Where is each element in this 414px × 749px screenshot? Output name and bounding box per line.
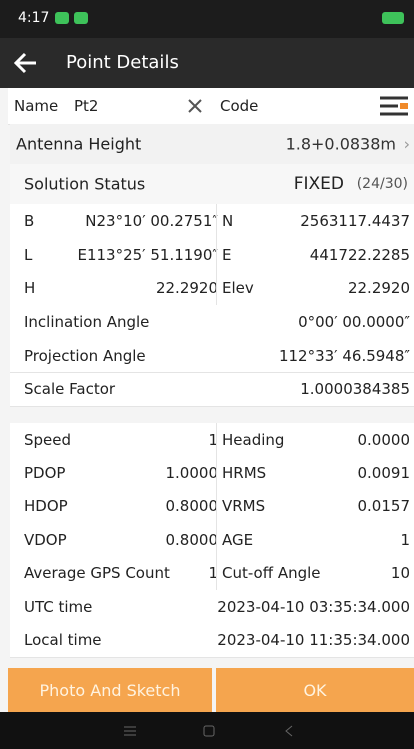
label: Heading	[222, 430, 285, 449]
label: Scale Factor	[24, 380, 116, 399]
detail-row: HDOP 0.8000 VRMS 0.0157	[10, 489, 414, 525]
detail-row: VDOP 0.8000 AGE 1	[10, 523, 414, 558]
label: AGE	[222, 530, 254, 549]
status-bar: 4:17	[0, 0, 414, 38]
value: 22.2920	[347, 279, 410, 298]
detail-row: Average GPS Count 1 Cut-off Angle 10	[10, 556, 414, 591]
value: 0.8000	[165, 497, 219, 516]
detail-row: B N23°10′ 00.2751″ N 2563117.4437	[10, 204, 414, 239]
label: Code	[220, 97, 259, 115]
value: 441722.2285	[309, 245, 410, 264]
detail-row: Local time 2023-04-10 11:35:34.000	[10, 623, 414, 658]
label: L	[24, 245, 33, 264]
clear-button[interactable]	[188, 99, 202, 113]
label: VDOP	[24, 530, 67, 549]
value: 1.0000	[165, 464, 219, 483]
detail-row: Projection Angle 112°33′ 46.5948″	[10, 338, 414, 374]
app-bar: Point Details	[0, 38, 414, 88]
value: 0°00′ 00.0000″	[298, 312, 410, 331]
battery	[382, 12, 404, 24]
value: 1	[208, 564, 218, 583]
divider	[216, 204, 217, 238]
value: FIXED	[293, 174, 344, 194]
solution-row: Solution Status FIXED (24/30)	[10, 164, 414, 205]
value: 2023-04-10 03:35:34.000	[217, 597, 410, 616]
name-row: Name Pt2 Code	[8, 88, 414, 125]
label: PDOP	[24, 464, 66, 483]
name-input[interactable]: Pt2	[74, 97, 99, 115]
time: 4:17	[18, 10, 50, 26]
chevron: ›	[403, 134, 410, 154]
value: 0.8000	[165, 530, 219, 549]
detail-row: Speed 1 Heading 0.0000	[10, 423, 414, 458]
value: 1	[208, 430, 218, 449]
count: (24/30)	[356, 176, 408, 192]
notification-icon	[74, 12, 88, 24]
divider	[216, 271, 217, 306]
detail-row: L E113°25′ 51.1190″ E 441722.2285	[10, 237, 414, 273]
label: B	[24, 211, 35, 230]
detail-row: UTC time 2023-04-10 03:35:34.000	[10, 590, 414, 625]
photo-button[interactable]: Photo And Sketch	[8, 668, 212, 712]
value: 0.0157	[357, 497, 411, 516]
value: 22.2920	[155, 279, 218, 298]
label: Cut-off Angle	[222, 564, 321, 583]
label: Average GPS Count	[24, 564, 170, 583]
label: VRMS	[222, 497, 266, 516]
divider	[216, 556, 217, 590]
value: 0.0091	[357, 464, 411, 483]
value: 1.8+0.0838m	[285, 134, 396, 154]
label: UTC time	[24, 597, 93, 616]
label: Projection Angle	[24, 346, 146, 365]
label: Speed	[24, 430, 72, 449]
value: N23°10′ 00.2751″	[85, 211, 218, 230]
value: 112°33′ 46.5948″	[278, 346, 410, 365]
label: HDOP	[24, 497, 68, 516]
value: 10	[390, 564, 410, 583]
value: E113°25′ 51.1190″	[77, 245, 218, 264]
divider	[216, 423, 217, 457]
label: Solution Status	[24, 174, 146, 194]
label: Local time	[24, 631, 102, 650]
label: N	[222, 211, 234, 230]
title: Point Details	[66, 52, 179, 73]
detail-row: Inclination Angle 0°00′ 00.0000″	[10, 305, 414, 340]
antenna-row[interactable]: Antenna Height 1.8+0.0838m ›	[10, 124, 414, 165]
divider	[216, 523, 217, 557]
divider	[216, 489, 217, 524]
divider	[216, 456, 217, 490]
label: H	[24, 279, 36, 298]
label: Name	[14, 97, 59, 115]
code-list-button[interactable]	[380, 96, 408, 116]
notification-icon	[55, 12, 69, 24]
label: HRMS	[222, 464, 267, 483]
nav-icons	[124, 725, 293, 737]
value: 1	[400, 530, 410, 549]
nav-bar	[0, 712, 414, 749]
back-button[interactable]	[12, 51, 38, 75]
label: E	[222, 245, 232, 264]
detail-row: H 22.2920 Elev 22.2920	[10, 271, 414, 307]
detail-row: Scale Factor 1.0000384385	[10, 372, 414, 408]
value: 1.0000384385	[300, 380, 410, 399]
ok-button[interactable]: OK	[216, 668, 414, 712]
value: 2563117.4437	[300, 211, 410, 230]
value: 2023-04-10 11:35:34.000	[217, 631, 410, 650]
label: Antenna Height	[16, 134, 142, 154]
value: 0.0000	[357, 430, 411, 449]
detail-row: PDOP 1.0000 HRMS 0.0091	[10, 456, 414, 491]
label: Elev	[222, 279, 254, 298]
divider	[216, 237, 217, 272]
label: Inclination Angle	[24, 312, 150, 331]
